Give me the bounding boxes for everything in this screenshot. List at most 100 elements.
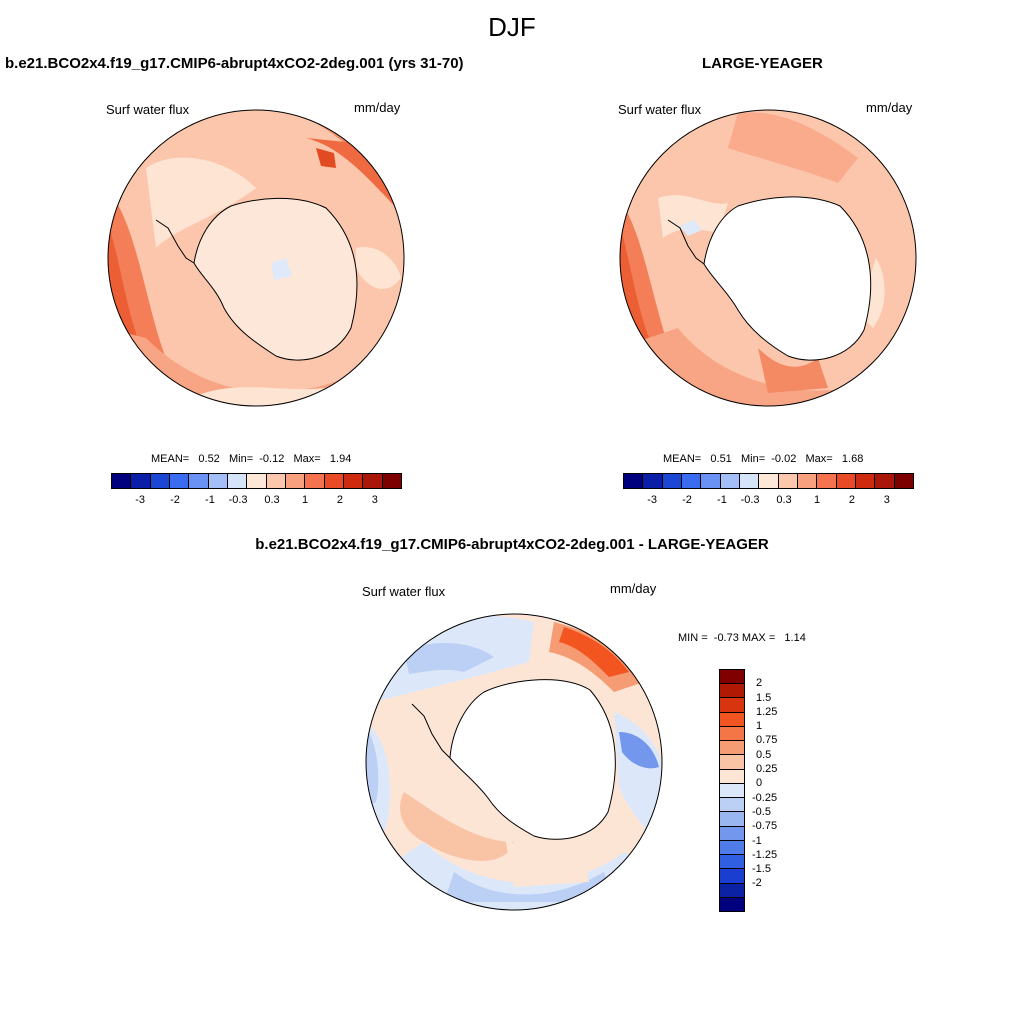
colorbar-tick-label: -1 — [752, 834, 762, 847]
colorbar-box — [720, 783, 744, 799]
colorbar-box — [363, 474, 383, 488]
colorbar-tick-label: 1 — [756, 720, 763, 733]
colorbar-box — [701, 474, 721, 488]
diff-min-value: -0.73 — [713, 632, 739, 644]
colorbar-box — [875, 474, 895, 488]
colorbar-box — [720, 712, 744, 727]
page-title: DJF — [488, 12, 536, 42]
colorbar-tick-label: -0.75 — [752, 820, 778, 833]
colorbar-box — [266, 474, 286, 488]
colorbar-box — [720, 826, 744, 841]
colorbar-box — [720, 769, 744, 784]
colorbar-tick-label: 1 — [301, 494, 309, 506]
colorbar-tick-label: 3 — [371, 494, 378, 506]
colorbar-tick-label: 0 — [756, 777, 763, 790]
panel-1-max-value: 1.94 — [329, 453, 352, 465]
diff-max-value: 1.14 — [784, 632, 806, 644]
panel-2-min-value: -0.02 — [771, 453, 797, 465]
colorbar-box — [720, 798, 744, 813]
colorbar-box — [285, 474, 306, 488]
panel-2-units-label: mm/day — [866, 100, 913, 115]
colorbar-tick-label: 0.3 — [776, 494, 792, 506]
colorbar-tick-label: -2 — [170, 494, 180, 506]
colorbar-box — [227, 474, 248, 488]
colorbar-box — [324, 474, 344, 488]
colorbar-box — [189, 474, 209, 488]
colorbar-tick-label: -0.3 — [228, 494, 248, 506]
colorbar-tick-label: 1 — [813, 494, 821, 506]
colorbar-tick-label: 3 — [883, 494, 890, 506]
panel-2-variable-label: Surf water flux — [618, 102, 702, 117]
panel-1-mean-value: 0.52 — [198, 453, 220, 465]
colorbar-box — [720, 698, 744, 713]
panel-2-colorbar — [623, 473, 914, 489]
colorbar-box — [720, 855, 744, 870]
panel-1-stats: MEAN= 0.52 Min= -0.12 Max= 1.94 — [151, 453, 351, 465]
colorbar-box — [797, 474, 818, 488]
diff-panel-variable-label: Surf water flux — [362, 584, 446, 599]
colorbar-tick-label: 1.5 — [756, 691, 772, 704]
colorbar-box — [305, 474, 325, 488]
colorbar-box — [817, 474, 837, 488]
colorbar-box — [720, 883, 744, 898]
colorbar-tick-label: -1.25 — [752, 848, 778, 861]
panel-2-polar-map — [619, 109, 917, 407]
colorbar-box — [720, 684, 744, 699]
panel-2-mean-label: MEAN= — [663, 453, 702, 465]
colorbar-box — [720, 474, 740, 488]
colorbar-tick-label: -1 — [205, 494, 215, 506]
colorbar-box — [112, 474, 132, 488]
diff-max-label: MAX = — [741, 632, 776, 644]
colorbar-tick-label: -0.3 — [740, 494, 760, 506]
colorbar-box — [720, 897, 744, 911]
colorbar-box — [720, 670, 744, 685]
panel-1-min-label: Min= — [228, 453, 254, 465]
diff-panel-colorbar — [719, 669, 745, 912]
diff-min-label: MIN = — [678, 632, 708, 644]
colorbar-box — [382, 474, 401, 488]
colorbar-tick-label: 1.25 — [756, 705, 778, 718]
colorbar-box — [247, 474, 267, 488]
colorbar-tick-label: -1.5 — [752, 863, 771, 876]
colorbar-box — [720, 726, 744, 742]
colorbar-tick-label: 2 — [756, 677, 763, 690]
panel-2-max-label: Max= — [805, 453, 833, 465]
colorbar-tick-label: -3 — [135, 494, 145, 506]
colorbar-box — [739, 474, 760, 488]
diff-panel-units-label: mm/day — [610, 581, 657, 596]
panel-1-mean-label: MEAN= — [151, 453, 190, 465]
colorbar-tick-label: 0.3 — [264, 494, 280, 506]
colorbar-tick-label: 2 — [336, 494, 343, 506]
colorbar-box — [894, 474, 913, 488]
colorbar-box — [720, 840, 744, 856]
panel-1-units-label: mm/day — [354, 100, 401, 115]
colorbar-tick-label: -1 — [717, 494, 727, 506]
panel-1-min-value: -0.12 — [259, 453, 285, 465]
colorbar-tick-label: -3 — [647, 494, 657, 506]
panel-2-max-value: 1.68 — [841, 453, 864, 465]
colorbar-tick-label: -0.5 — [752, 805, 771, 818]
panel-2-colorbar-ticks: -3 -2 -1 -0.3 0.3 1 2 3 — [623, 494, 914, 508]
colorbar-tick-label: 2 — [848, 494, 855, 506]
panel-2-stats: MEAN= 0.51 Min= -0.02 Max= 1.68 — [663, 453, 863, 465]
colorbar-box — [681, 474, 702, 488]
diff-panel-title: b.e21.BCO2x4.f19_g17.CMIP6-abrupt4xCO2-2… — [255, 536, 769, 553]
colorbar-box — [720, 812, 744, 827]
colorbar-tick-label: -0.25 — [752, 791, 778, 804]
colorbar-tick-label: 0.75 — [756, 734, 778, 747]
panel-2-min-label: Min= — [740, 453, 766, 465]
colorbar-box — [720, 755, 744, 770]
diff-panel-minmax: MIN = -0.73 MAX = 1.14 — [678, 632, 806, 644]
colorbar-tick-label: 0.5 — [756, 748, 772, 761]
colorbar-box — [778, 474, 798, 488]
panel-1-variable-label: Surf water flux — [106, 102, 190, 117]
panel-1-colorbar — [111, 473, 402, 489]
panel-1-polar-map — [107, 109, 405, 407]
panel-1-title: b.e21.BCO2x4.f19_g17.CMIP6-abrupt4xCO2-2… — [5, 55, 464, 72]
colorbar-box — [150, 474, 170, 488]
colorbar-box — [662, 474, 682, 488]
panel-1-max-label: Max= — [293, 453, 321, 465]
colorbar-tick-label: -2 — [682, 494, 692, 506]
colorbar-box — [643, 474, 663, 488]
colorbar-tick-label: -2 — [752, 877, 762, 890]
